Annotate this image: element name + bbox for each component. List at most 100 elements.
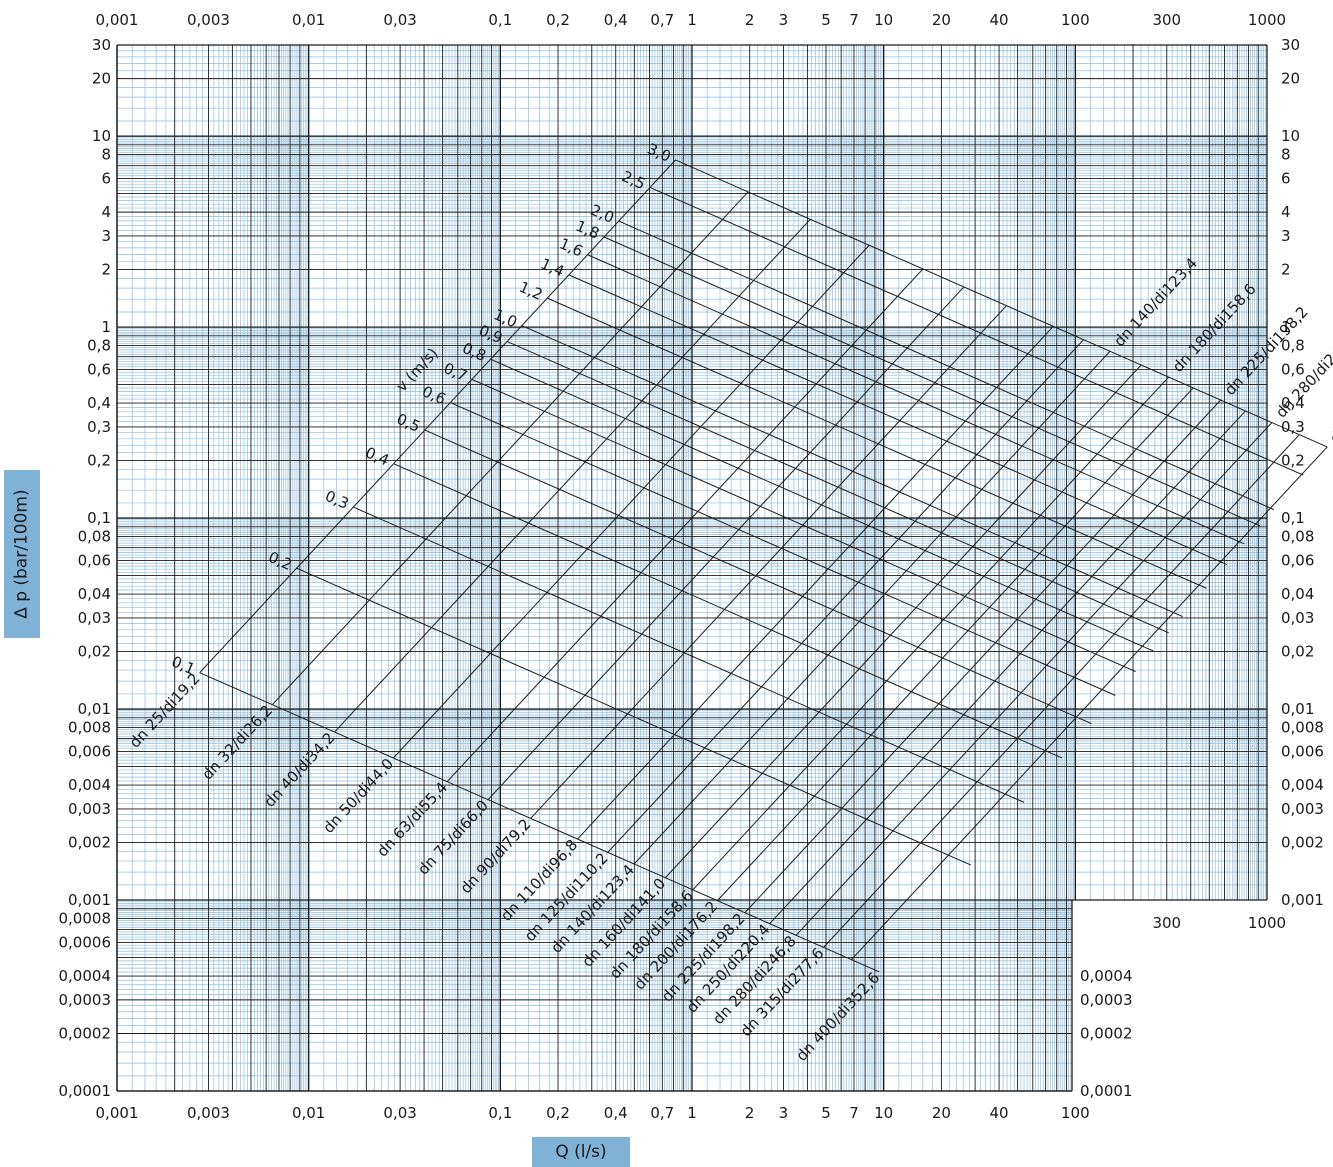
velocity-line — [296, 567, 971, 866]
x-tick-label-top: 0,001 — [96, 11, 139, 29]
y-tick-label-right: 0,03 — [1281, 609, 1314, 627]
x-tick-label-top: 100 — [1061, 11, 1090, 29]
pipe-label: dn 50/di44,0 — [319, 755, 397, 837]
velocity-line — [353, 506, 1025, 803]
y-tick-label-right: 0,002 — [1281, 834, 1324, 852]
y-tick-label-right: 0,004 — [1281, 776, 1324, 794]
pipe-line — [769, 410, 1246, 924]
y-tick-label-right: 0,008 — [1281, 719, 1324, 737]
x-tick-label-top: 3 — [779, 11, 789, 29]
y-tick-label-right: 0,3 — [1281, 418, 1305, 436]
x-tick-label-step: 1000 — [1248, 914, 1286, 932]
x-tick-label-top: 0,1 — [488, 11, 512, 29]
y-tick-label-left: 0,8 — [87, 337, 111, 355]
x-tick-label-top: 40 — [990, 11, 1009, 29]
y-tick-label-right: 1 — [1281, 318, 1291, 336]
pipe-line — [607, 339, 1084, 853]
x-tick-label-step: 300 — [1152, 914, 1181, 932]
pipe-line — [334, 219, 811, 733]
y-tick-label-left: 20 — [92, 70, 111, 88]
y-tick-label-right: 0,0003 — [1080, 991, 1133, 1009]
x-tick-label-bottom: 0,1 — [488, 1104, 512, 1122]
x-tick-label-top: 0,03 — [383, 11, 416, 29]
velocity-label: 0,3 — [322, 487, 351, 513]
x-tick-label-top: 0,01 — [292, 11, 325, 29]
y-tick-label-right: 0,06 — [1281, 551, 1314, 569]
y-tick-label-left: 0,04 — [78, 585, 111, 603]
y-tick-label-left: 3 — [101, 227, 111, 245]
x-tick-label-top: 7 — [849, 11, 859, 29]
velocity-line — [450, 402, 1116, 696]
y-tick-label-left: 0,03 — [78, 609, 111, 627]
velocity-label: 1,2 — [516, 278, 545, 304]
y-tick-label-right: 4 — [1281, 203, 1291, 221]
x-tick-label-bottom: 2 — [745, 1104, 755, 1122]
y-tick-label-right: 0,003 — [1281, 800, 1324, 818]
x-tick-label-top: 0,7 — [650, 11, 674, 29]
x-tick-label-bottom: 5 — [821, 1104, 831, 1122]
y-tick-label-left: 2 — [101, 261, 111, 279]
velocity-label: 0,4 — [363, 443, 392, 469]
x-tick-label-top: 0,2 — [546, 11, 570, 29]
y-tick-label-left: 0,08 — [78, 528, 111, 546]
velocity-line — [649, 187, 1304, 476]
y-tick-label-right: 0,006 — [1281, 742, 1324, 760]
x-tick-label-bottom: 0,003 — [187, 1104, 230, 1122]
x-tick-label-bottom: 20 — [932, 1104, 951, 1122]
y-tick-label-right: 0,02 — [1281, 643, 1314, 661]
y-tick-label-left: 10 — [92, 127, 111, 145]
major-grid — [116, 44, 1268, 1092]
y-axis-label: ∆ p (bar/100m) — [4, 470, 40, 638]
velocity-line — [506, 341, 1169, 634]
y-tick-label-left: 0,001 — [68, 891, 111, 909]
y-tick-label-left: 30 — [92, 36, 111, 54]
x-tick-label-top: 20 — [932, 11, 951, 29]
velocity-line — [490, 358, 1154, 652]
velocity-line — [587, 254, 1245, 545]
y-tick-label-left: 4 — [101, 203, 111, 221]
pipe-line — [851, 446, 1328, 960]
x-tick-label-bottom: 0,2 — [546, 1104, 570, 1122]
x-tick-label-bottom: 3 — [779, 1104, 789, 1122]
nomogram-lines — [199, 159, 1328, 973]
x-tick-label-bottom: 40 — [990, 1104, 1009, 1122]
velocity-line — [424, 429, 1092, 724]
y-tick-label-left: 0,0001 — [59, 1082, 112, 1100]
y-tick-label-left: 0,004 — [68, 776, 111, 794]
y-tick-label-left: 0,0003 — [59, 991, 112, 1009]
x-tick-label-bottom: 7 — [849, 1104, 859, 1122]
y-tick-label-left: 0,008 — [68, 719, 111, 737]
x-tick-label-top: 10 — [874, 11, 893, 29]
y-tick-label-left: 0,6 — [87, 360, 111, 378]
y-tick-label-left: 0,1 — [87, 509, 111, 527]
pipe-line — [577, 325, 1054, 840]
x-axis-label-text: Q (l/s) — [555, 1142, 607, 1162]
y-tick-label-left: 0,3 — [87, 418, 111, 436]
velocity-line — [521, 325, 1183, 617]
pipe-line — [392, 244, 870, 759]
x-tick-label-bottom: 0,001 — [96, 1104, 139, 1122]
pipe-line — [744, 399, 1222, 914]
y-axis-label-text: ∆ p (bar/100m) — [12, 489, 33, 619]
y-tick-label-left: 1 — [101, 318, 111, 336]
x-tick-label-bottom: 10 — [874, 1104, 893, 1122]
velocity-label: 0,8 — [460, 339, 489, 365]
pipe-line — [487, 286, 965, 801]
velocity-line — [547, 297, 1207, 589]
x-tick-label-top: 2 — [745, 11, 755, 29]
pipe-line — [795, 422, 1273, 936]
y-tick-label-left: 0,01 — [78, 700, 111, 718]
y-tick-label-left: 0,2 — [87, 452, 111, 470]
pipe-line — [692, 376, 1169, 891]
velocity-line — [471, 378, 1136, 673]
velocity-label: 0,5 — [394, 410, 423, 436]
y-tick-label-left: 0,0008 — [59, 910, 112, 928]
velocity-line — [618, 220, 1275, 510]
y-tick-label-left: 0,003 — [68, 800, 111, 818]
velocity-label: 1,6 — [557, 234, 586, 260]
y-tick-label-right: 0,4 — [1281, 394, 1305, 412]
y-tick-label-left: 0,0004 — [59, 967, 112, 985]
velocity-line — [675, 159, 1328, 448]
x-tick-label-bottom: 1 — [687, 1104, 697, 1122]
x-tick-label-bottom: 0,7 — [650, 1104, 674, 1122]
